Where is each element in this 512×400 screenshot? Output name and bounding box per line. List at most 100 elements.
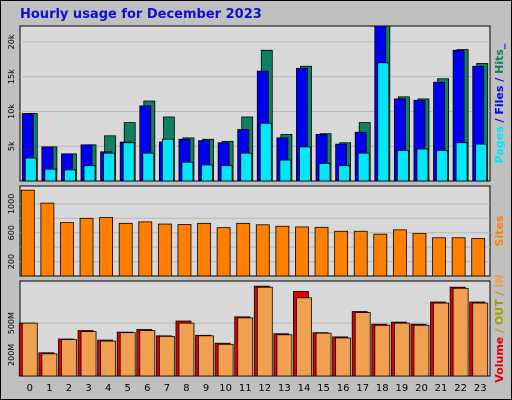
bar-pages [318, 163, 331, 182]
x-tick-label: 6 [144, 383, 150, 394]
bar-pages [338, 165, 351, 182]
bar-in [21, 322, 38, 377]
series-label-part: Volume [493, 337, 506, 383]
bar-in [276, 334, 293, 377]
bar-in [139, 330, 156, 377]
bar-sites [197, 222, 211, 277]
bar-sites [314, 226, 329, 277]
x-tick-label: 8 [183, 383, 189, 394]
bar-sites [99, 217, 114, 277]
x-tick-label: 7 [164, 383, 170, 394]
bar-in [217, 343, 234, 377]
bar-pages [240, 152, 253, 182]
bar-in [296, 297, 312, 377]
x-axis: 0 1 2 3 4 5 6 7 8 9 10 11 12 13 14 15 16 17 18 19 20 21 22 23 [27, 383, 487, 394]
bar-sites [216, 227, 231, 277]
bar-pages [416, 148, 429, 182]
series-label-part: / [493, 74, 506, 86]
x-tick-label: 9 [203, 383, 209, 394]
x-tick-label: 16 [337, 383, 350, 394]
x-tick-label: 2 [66, 383, 72, 394]
plot-area [19, 185, 491, 277]
bar-sites [60, 222, 74, 277]
series-label-part: _ [493, 43, 506, 49]
bar-sites [275, 225, 290, 277]
x-tick-label: 22 [454, 383, 467, 394]
bar-pages [279, 159, 292, 182]
bar-in [61, 339, 77, 377]
bar-pages [181, 161, 194, 182]
bar-sites [353, 230, 368, 277]
x-tick-label: 18 [376, 383, 389, 394]
bar-sites [79, 217, 94, 277]
bar-sites [118, 222, 133, 277]
bar-pages [259, 122, 272, 182]
bar-in [433, 302, 449, 377]
bar-sites [392, 229, 407, 277]
x-tick-label: 23 [474, 383, 487, 394]
series-label: Pages / Files / Hits_ [493, 43, 506, 163]
bar-in [158, 335, 175, 377]
bar-pages [475, 143, 488, 182]
y-tick-label: 1000 [7, 194, 16, 214]
series-label-part: Hits [493, 49, 506, 74]
bar-in [335, 337, 352, 377]
bar-pages [122, 142, 135, 182]
series-label-part: OUT [493, 299, 506, 325]
bar-pages [24, 157, 37, 182]
bar-sites [295, 226, 309, 277]
bar-sites [40, 202, 55, 277]
x-tick-label: 1 [46, 383, 52, 394]
x-tick-label: 17 [356, 383, 369, 394]
bar-pages [357, 152, 370, 182]
x-tick-label: 19 [396, 383, 409, 394]
bar-sites [373, 233, 388, 277]
bar-sites [236, 222, 251, 277]
series-label-part: Sites [493, 215, 506, 246]
bar-in [256, 286, 273, 377]
x-tick-label: 3 [85, 383, 91, 394]
y-tick-label: 15k [7, 69, 16, 84]
bar-sites [471, 238, 486, 277]
bar-sites [412, 233, 427, 277]
x-tick-label: 11 [239, 383, 252, 394]
y-tick-label: 10k [7, 104, 16, 119]
series-label-part: / [493, 288, 506, 300]
x-tick-label: 21 [435, 383, 448, 394]
x-tick-label: 13 [278, 383, 291, 394]
chart-title: Hourly usage for December 2023 [20, 7, 262, 22]
bar-pages [103, 152, 116, 182]
series-label-part: IN [493, 274, 506, 287]
y-tick-label: 20k [7, 34, 16, 49]
y-tick-label: 600 [7, 225, 16, 240]
bar-pages [455, 142, 468, 182]
bar-sites [432, 237, 446, 277]
bar-in [237, 317, 254, 377]
bar-in [80, 331, 97, 377]
bar-in [452, 287, 469, 377]
x-tick-label: 15 [317, 383, 330, 394]
x-tick-label: 12 [258, 383, 271, 394]
series-label-part: / [493, 325, 506, 337]
bar-sites [334, 230, 349, 277]
bar-pages [64, 169, 76, 182]
bar-sites [157, 223, 172, 277]
bar-sites [255, 224, 270, 277]
bar-in [41, 353, 58, 377]
bar-pages [396, 149, 409, 182]
bar-in [315, 332, 332, 377]
series-label: Volume / OUT / IN [493, 274, 506, 382]
bar-sites [138, 221, 153, 277]
bar-pages [44, 168, 57, 182]
bar-pages [83, 165, 96, 182]
x-tick-label: 14 [298, 383, 311, 394]
bar-in [119, 332, 136, 377]
volume-panel: 200M 500M Volume / OUT / IN [7, 274, 506, 382]
hits-files-pages-panel: 5k 10k 15k 20k Pages / Files / Hits_ [7, 25, 506, 182]
bar-pages [299, 146, 311, 182]
bar-in [413, 324, 430, 377]
bar-in [100, 340, 117, 377]
bar-pages [142, 152, 155, 182]
bar-in [198, 335, 214, 377]
bar-in [393, 322, 410, 377]
